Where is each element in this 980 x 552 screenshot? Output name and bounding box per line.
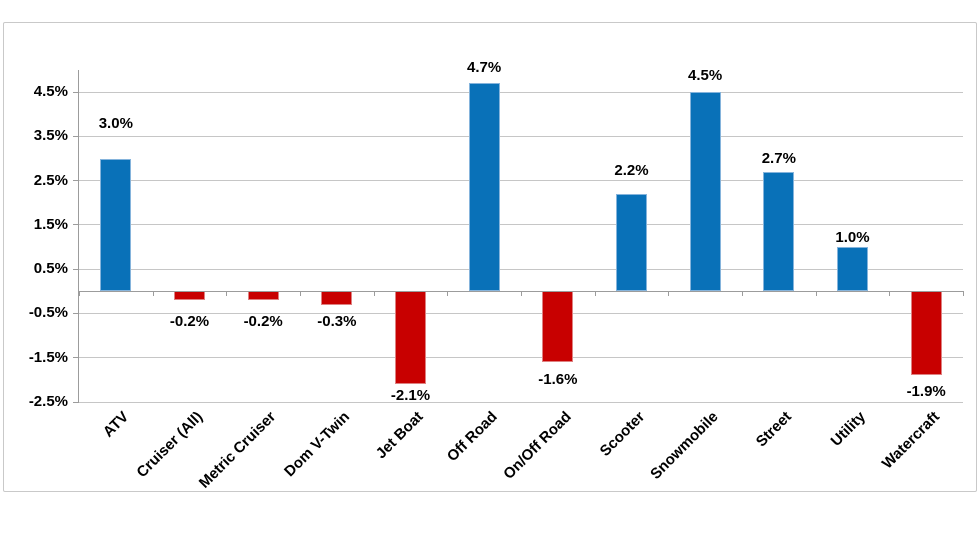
gridline (79, 268, 963, 270)
value-label-jet-boat: -2.1% (390, 387, 431, 404)
gridline (79, 357, 963, 359)
gridline (79, 401, 963, 403)
y-axis-label: 1.5% (33, 215, 68, 233)
gridline (79, 180, 963, 182)
value-label-scooter: 2.2% (614, 162, 649, 179)
x-axis-tick (668, 291, 670, 297)
x-axis-tick (963, 291, 964, 297)
x-axis-tick (79, 291, 80, 297)
value-label-on-off-road: -1.6% (538, 371, 578, 388)
gridline (79, 224, 963, 226)
bar-atv (100, 158, 132, 292)
y-axis-label: 2.5% (33, 171, 68, 189)
bar-on-off-road (542, 291, 574, 363)
value-label-atv: 3.0% (98, 115, 133, 132)
value-label-dom-v-twin: -0.3% (317, 313, 357, 330)
y-axis-label: -0.5% (28, 304, 68, 322)
value-label-cruiser-all: -0.2% (169, 313, 210, 330)
x-axis-tick (300, 291, 301, 297)
bar-jet-boat (395, 291, 426, 385)
y-axis-tick (73, 224, 79, 226)
y-axis-label: 4.5% (33, 83, 68, 101)
x-axis-tick (447, 291, 449, 297)
y-axis-tick (73, 135, 79, 137)
y-axis-tick (73, 357, 79, 359)
y-axis-line (78, 70, 79, 402)
bar-metric-cruiser (247, 291, 279, 301)
y-axis-label: -2.5% (28, 393, 68, 410)
x-axis-tick (226, 291, 228, 297)
bar-utility (837, 247, 868, 292)
x-axis-tick (742, 291, 743, 297)
bar-off-road (468, 83, 500, 292)
bar-cruiser-all (174, 291, 205, 301)
value-label-utility: 1.0% (835, 229, 870, 246)
y-axis-tick (73, 91, 79, 93)
y-axis-label: -1.5% (28, 348, 68, 366)
gridline (79, 91, 963, 93)
x-axis-tick (152, 291, 154, 297)
x-axis-tick (889, 291, 891, 297)
x-axis-tick (521, 291, 522, 297)
x-axis-tick (815, 291, 817, 297)
y-axis-label: 3.5% (33, 127, 68, 145)
bar-snowmobile (689, 92, 721, 292)
y-axis-label: 0.5% (33, 260, 68, 278)
value-label-off-road: 4.7% (467, 59, 502, 76)
x-axis-tick (594, 291, 596, 297)
y-axis-tick (73, 312, 79, 314)
x-axis-tick (373, 291, 375, 297)
bar-scooter (616, 193, 647, 292)
bar-street (763, 171, 795, 292)
value-label-snowmobile: 4.5% (688, 67, 723, 84)
y-axis-tick (73, 180, 79, 182)
gridline (79, 135, 963, 137)
y-axis-tick (73, 401, 79, 403)
value-label-street: 2.7% (761, 150, 796, 167)
value-label-watercraft: -1.9% (906, 383, 946, 400)
gridline (79, 312, 963, 314)
bar-dom-v-twin (321, 291, 353, 305)
value-label-metric-cruiser: -0.2% (243, 313, 283, 330)
y-axis-tick (73, 268, 79, 270)
bar-watercraft (910, 291, 942, 376)
